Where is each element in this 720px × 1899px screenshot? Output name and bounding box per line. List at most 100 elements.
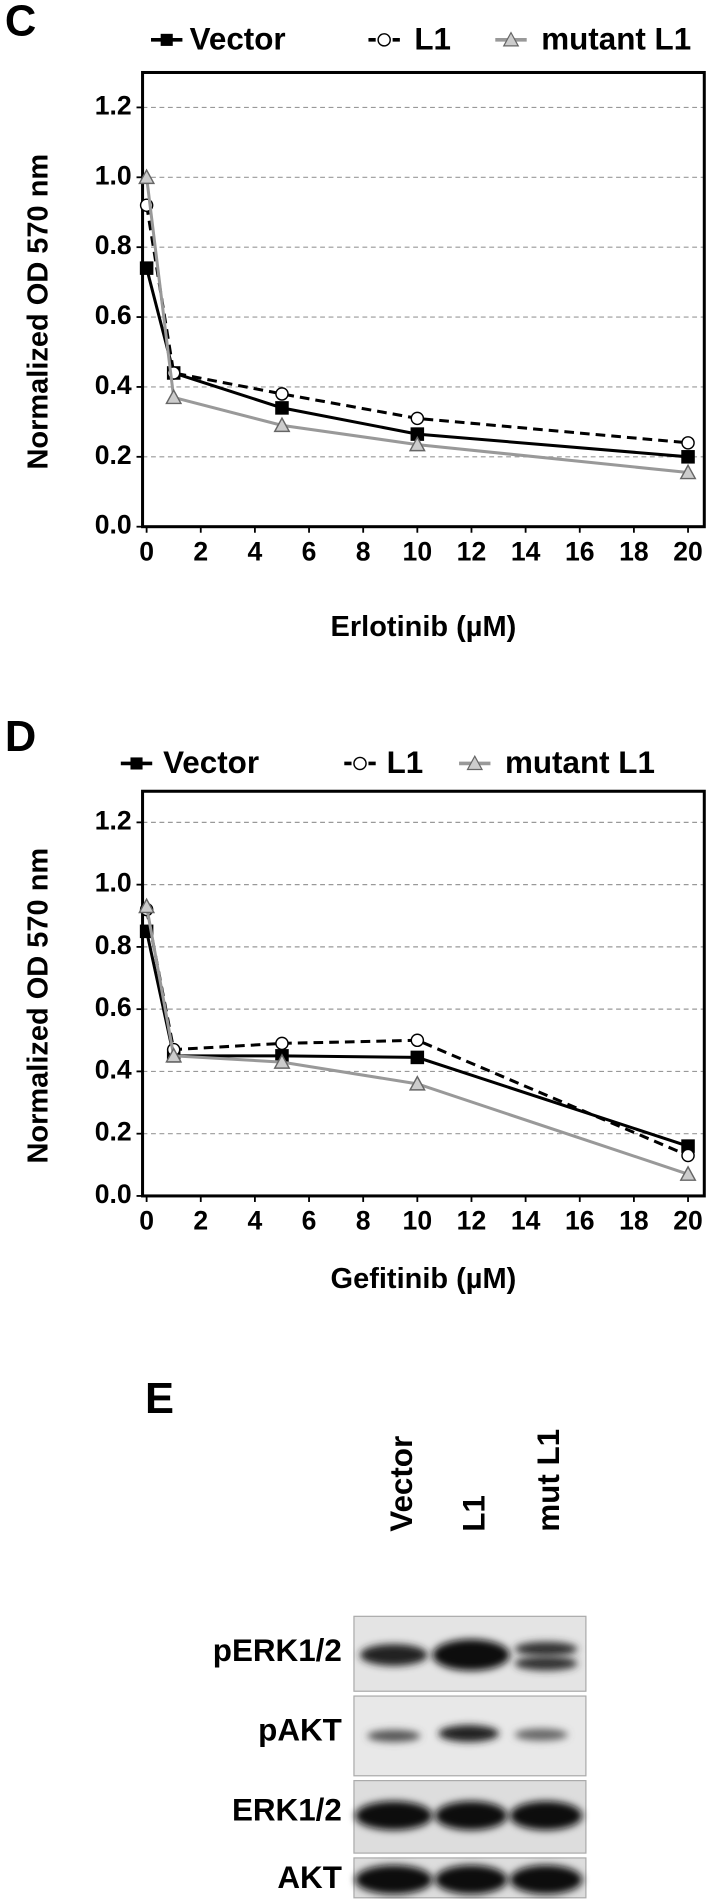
row-label: ERK1/2 <box>232 1792 342 1827</box>
marker <box>273 416 291 433</box>
x-tick-label: 10 <box>403 1206 433 1236</box>
marker <box>679 1165 697 1181</box>
marker <box>273 1053 291 1069</box>
marker <box>138 168 156 185</box>
marker <box>275 1036 289 1051</box>
y-tick-label: 1.2 <box>95 805 132 835</box>
band <box>434 1801 508 1831</box>
marker <box>679 463 697 480</box>
series-line <box>145 205 689 445</box>
x-tick-label: 10 <box>403 536 433 566</box>
y-tick-label: 0.8 <box>95 930 132 960</box>
x-axis-title: Gefitinib (µM) <box>331 1263 517 1295</box>
plot-frame <box>141 789 706 1198</box>
band <box>514 1728 568 1741</box>
marker <box>410 1033 425 1048</box>
legend-label: Vector <box>163 745 259 780</box>
marker <box>139 261 154 275</box>
band <box>355 1865 433 1895</box>
legend-marker <box>353 756 367 771</box>
marker <box>275 401 289 415</box>
x-tick-label: 16 <box>565 536 595 566</box>
y-axis-title: Normalized OD 570 nm <box>23 848 55 1164</box>
y-tick-label: 0.2 <box>95 440 132 470</box>
legend-label: mutant L1 <box>541 21 691 56</box>
x-tick-label: 12 <box>457 1206 487 1236</box>
x-tick-label: 16 <box>565 1206 595 1236</box>
row-label: pAKT <box>258 1713 342 1748</box>
legend-label: L1 <box>387 745 424 780</box>
legend-label: L1 <box>414 21 451 56</box>
row-label: pERK1/2 <box>213 1633 342 1668</box>
band <box>434 1865 508 1895</box>
x-tick-label: 20 <box>673 536 703 566</box>
band <box>438 1725 499 1742</box>
x-axis-title: Erlotinib (µM) <box>331 611 517 643</box>
y-tick-label: 1.2 <box>95 90 132 120</box>
legend-marker <box>160 33 173 46</box>
marker <box>408 435 426 452</box>
marker <box>681 450 695 464</box>
marker <box>410 411 425 426</box>
band <box>509 1865 583 1895</box>
panel-label: D <box>5 713 36 761</box>
x-tick-label: 8 <box>356 1206 371 1236</box>
band <box>514 1641 578 1657</box>
legend-marker <box>466 754 484 771</box>
x-tick-label: 18 <box>619 536 649 566</box>
x-tick-label: 20 <box>673 1206 703 1236</box>
marker <box>681 436 695 450</box>
legend-marker <box>130 757 143 770</box>
marker <box>681 1148 695 1163</box>
x-tick-label: 6 <box>302 536 317 566</box>
x-tick-label: 12 <box>457 536 487 566</box>
y-tick-label: 1.0 <box>95 868 132 898</box>
legend-label: mutant L1 <box>505 745 655 780</box>
band <box>367 1729 421 1742</box>
x-tick-label: 14 <box>511 1206 541 1236</box>
band <box>514 1656 578 1671</box>
marker <box>165 388 183 405</box>
band <box>355 1801 433 1831</box>
marker <box>408 1075 426 1091</box>
legend-label: Vector <box>190 21 286 56</box>
lane-label: Vector <box>384 1436 419 1532</box>
y-tick-label: 0.0 <box>95 1179 132 1209</box>
x-tick-label: 14 <box>511 536 541 566</box>
legend-marker <box>377 33 391 47</box>
y-axis-title: Normalized OD 570 nm <box>23 154 55 470</box>
y-tick-label: 0.6 <box>95 992 132 1022</box>
y-tick-label: 0.8 <box>95 230 132 260</box>
x-tick-label: 6 <box>302 1206 317 1236</box>
x-tick-label: 8 <box>356 536 371 566</box>
x-tick-label: 4 <box>248 1206 263 1236</box>
marker <box>410 1050 425 1065</box>
y-tick-label: 0.6 <box>95 300 132 330</box>
y-tick-label: 0.4 <box>95 1054 132 1084</box>
lane-label: L1 <box>456 1495 491 1532</box>
x-tick-label: 2 <box>193 1206 208 1236</box>
x-tick-label: 2 <box>193 536 208 566</box>
panel-label: E <box>145 1375 174 1423</box>
y-tick-label: 1.0 <box>95 160 132 190</box>
x-tick-label: 0 <box>139 536 154 566</box>
marker <box>165 1047 183 1063</box>
band <box>432 1639 510 1671</box>
plot-frame <box>141 70 706 529</box>
x-tick-label: 4 <box>248 536 263 566</box>
blot <box>353 1615 587 1899</box>
x-tick-label: 0 <box>139 1206 154 1236</box>
band <box>509 1801 583 1831</box>
y-tick-label: 0.4 <box>95 370 132 400</box>
y-tick-label: 0.2 <box>95 1117 132 1147</box>
legend-marker <box>502 31 520 47</box>
band <box>360 1644 428 1666</box>
y-tick-label: 0.0 <box>95 510 132 540</box>
marker <box>138 897 156 914</box>
x-tick-label: 18 <box>619 1206 649 1236</box>
row-label: AKT <box>277 1860 342 1895</box>
lane-label: mut L1 <box>531 1429 566 1532</box>
panel-label: C <box>5 0 36 46</box>
